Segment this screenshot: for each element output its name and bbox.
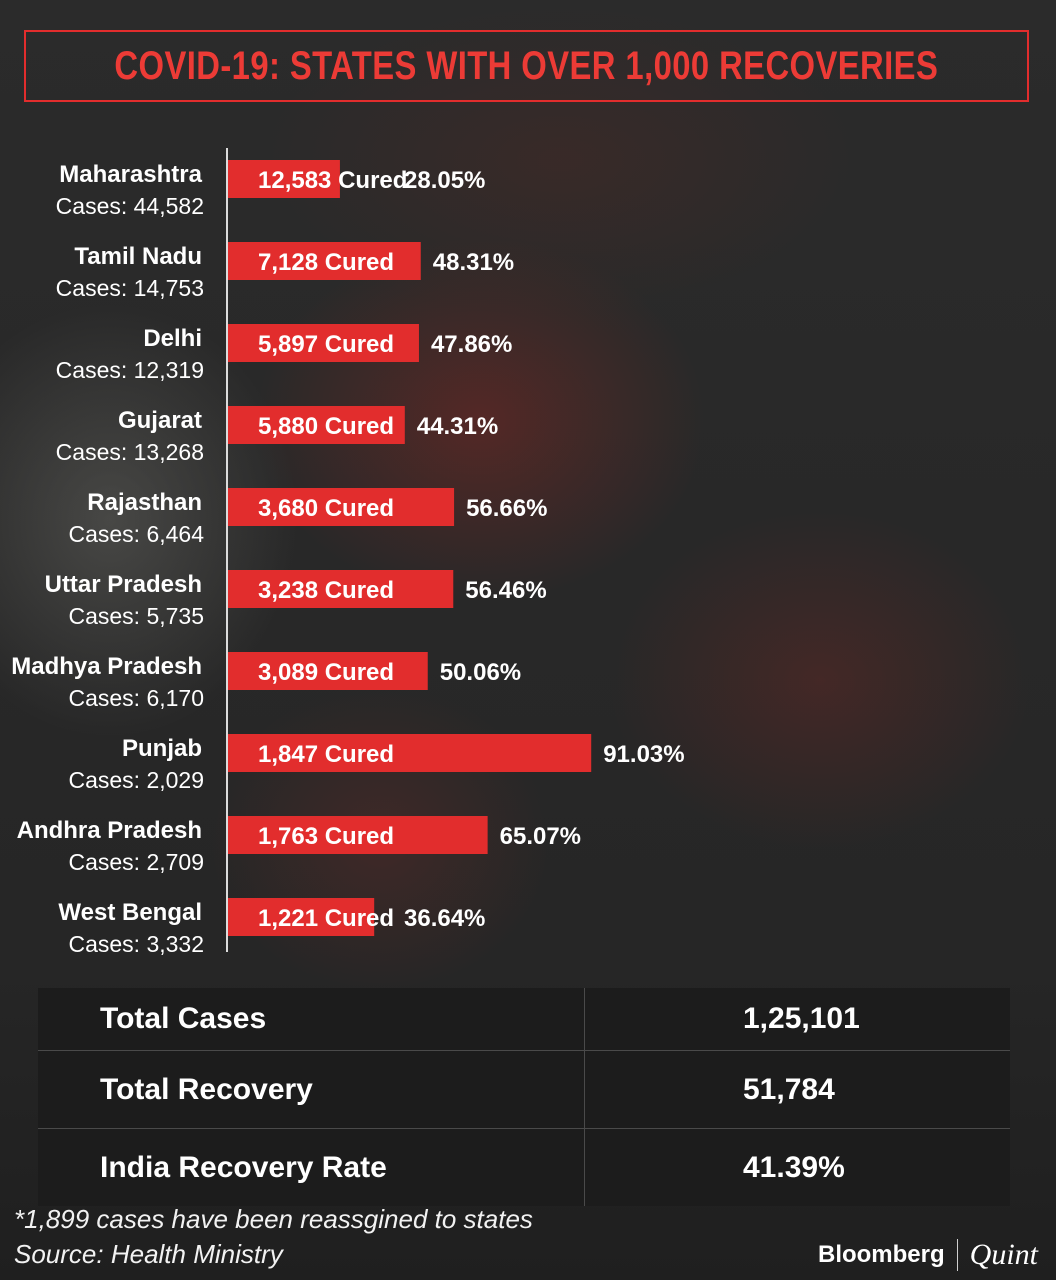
bar-percent-label: 47.86%: [431, 331, 512, 358]
summary-value: 41.39%: [584, 1129, 1010, 1206]
state-cases-label: Cases: 2,029: [68, 767, 204, 793]
bar: [228, 242, 421, 280]
bar-cured-label: 1,847 Cured: [258, 741, 394, 768]
state-name-label: Punjab: [122, 735, 202, 762]
bar: [228, 570, 454, 608]
state-cases-label: Cases: 2,709: [68, 849, 204, 875]
brand-logo: Bloomberg Quint: [818, 1236, 1038, 1274]
state-name-label: West Bengal: [58, 899, 202, 926]
bar-cured-label: 1,763 Cured: [258, 823, 394, 850]
summary-value: 1,25,101: [584, 988, 1010, 1050]
footnote-reassigned: *1,899 cases have been reassgined to sta…: [14, 1204, 533, 1234]
bar-percent-label: 44.31%: [417, 413, 498, 440]
bar: [228, 652, 428, 690]
chart-title: COVID-19: STATES WITH OVER 1,000 RECOVER…: [114, 43, 939, 88]
state-cases-label: Cases: 5,735: [68, 603, 204, 629]
summary-table: Total Cases 1,25,101 Total Recovery 51,7…: [38, 988, 1010, 1206]
state-cases-label: Cases: 44,582: [56, 193, 204, 219]
bar-cured-label: 3,238 Cured: [258, 577, 394, 604]
summary-row-total-cases: Total Cases 1,25,101: [38, 988, 1010, 1050]
bar: [228, 324, 419, 362]
bar-cured-label: 3,089 Cured: [258, 659, 394, 686]
state-name-label: Uttar Pradesh: [45, 571, 202, 598]
brand-divider: [956, 1239, 958, 1271]
source-note: Source: Health Ministry: [14, 1239, 283, 1269]
state-cases-label: Cases: 6,464: [68, 521, 204, 547]
state-cases-label: Cases: 6,170: [68, 685, 204, 711]
state-name-label: Tamil Nadu: [74, 243, 202, 270]
state-name-label: Rajasthan: [87, 489, 202, 516]
bar-percent-label: 91.03%: [603, 741, 684, 768]
state-name-label: Andhra Pradesh: [17, 817, 202, 844]
summary-label: India Recovery Rate: [100, 1150, 387, 1184]
summary-value: 51,784: [584, 1051, 1010, 1128]
summary-label: Total Cases: [100, 1002, 267, 1035]
brand-bloomberg: Bloomberg: [817, 1241, 945, 1268]
bar: [228, 488, 455, 526]
bar-percent-label: 65.07%: [500, 823, 581, 850]
bar-percent-label: 36.64%: [404, 905, 485, 932]
summary-row-total-recovery: Total Recovery 51,784: [38, 1050, 1010, 1128]
summary-row-recovery-rate: India Recovery Rate 41.39%: [38, 1128, 1010, 1206]
state-name-label: Delhi: [143, 325, 202, 352]
state-name-label: Maharashtra: [59, 161, 202, 188]
bar-cured-label: 1,221 Cured: [258, 905, 394, 932]
bar: [228, 406, 405, 444]
state-cases-label: Cases: 12,319: [56, 357, 204, 383]
bar-cured-label: 5,880 Cured: [258, 413, 394, 440]
state-cases-label: Cases: 13,268: [56, 439, 204, 465]
bar-percent-label: 50.06%: [440, 659, 521, 686]
bar: [228, 898, 375, 936]
bar-cured-label: 3,680 Cured: [258, 495, 394, 522]
title-box: COVID-19: STATES WITH OVER 1,000 RECOVER…: [24, 30, 1029, 102]
bar-percent-label: 48.31%: [433, 249, 514, 276]
footnotes: *1,899 cases have been reassgined to sta…: [14, 1202, 533, 1272]
bar: [228, 160, 340, 198]
bar-cured-label: 12,583 Cured: [258, 167, 407, 194]
brand-quint: Quint: [969, 1238, 1038, 1271]
state-name-label: Gujarat: [118, 407, 202, 434]
summary-label: Total Recovery: [100, 1072, 313, 1106]
bar-cured-label: 5,897 Cured: [258, 331, 394, 358]
bar: [228, 734, 592, 772]
bar-percent-label: 56.66%: [466, 495, 547, 522]
state-name-label: Madhya Pradesh: [11, 653, 202, 680]
bar-cured-label: 7,128 Cured: [258, 249, 394, 276]
state-cases-label: Cases: 3,332: [68, 931, 204, 957]
state-cases-label: Cases: 14,753: [56, 275, 204, 301]
bar-percent-label: 28.05%: [404, 167, 485, 194]
bar: [228, 816, 488, 854]
bar-percent-label: 56.46%: [465, 577, 546, 604]
